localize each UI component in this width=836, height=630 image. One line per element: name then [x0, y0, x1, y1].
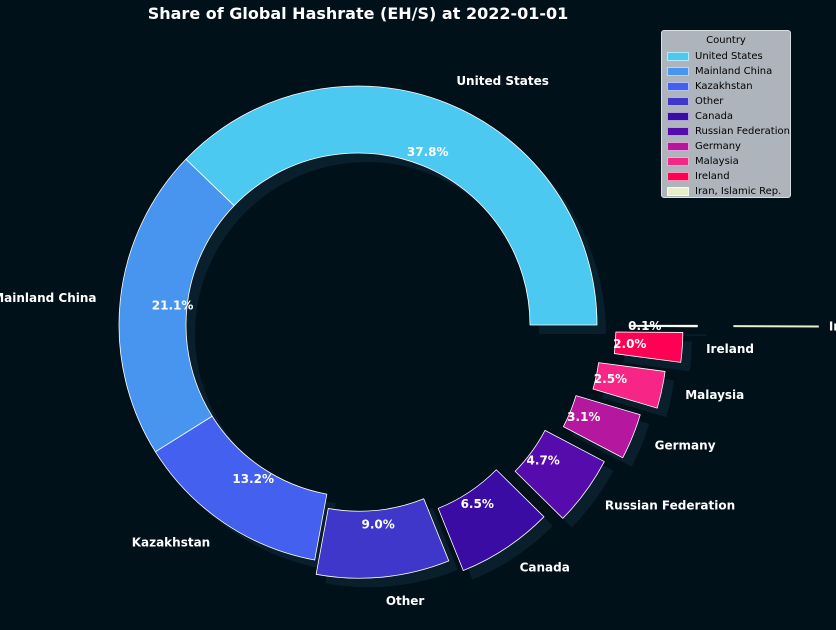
legend-item-malaysia: Malaysia	[667, 154, 785, 169]
legend-swatch-canada	[667, 112, 689, 121]
legend-items: United States Mainland China Kazakhstan Oth…	[667, 49, 790, 199]
legend-item-germany: Germany	[667, 139, 785, 154]
legend-swatch-ireland	[667, 172, 689, 181]
legend-label-united-states: United States	[695, 51, 763, 62]
pct-label-mainland-china: 21.1%	[152, 299, 194, 313]
category-label-kazakhstan: Kazakhstan	[132, 535, 211, 549]
legend-label-germany: Germany	[695, 141, 741, 152]
slice-malaysia	[592, 362, 666, 409]
legend-item-ireland: Ireland	[667, 169, 785, 184]
category-label-iran-islamic-rep: Iran, Islamic Rep.	[829, 319, 836, 333]
pct-label-iran-islamic-rep: 0.1%	[628, 319, 661, 333]
legend-swatch-other	[667, 97, 689, 106]
category-label-malaysia: Malaysia	[685, 388, 744, 402]
pct-label-germany: 3.1%	[567, 410, 600, 424]
category-label-canada: Canada	[520, 561, 570, 575]
legend-label-iran-islamic-rep: Iran, Islamic Rep.	[695, 186, 782, 197]
slices	[118, 85, 698, 579]
legend-label-malaysia: Malaysia	[695, 156, 739, 167]
slice-ireland	[613, 331, 684, 363]
pct-label-malaysia: 2.5%	[594, 372, 627, 386]
legend-item-iran-islamic-rep: Iran, Islamic Rep.	[667, 184, 785, 199]
legend-item-russian-federation: Russian Federation	[667, 124, 790, 139]
pct-label-ireland: 2.0%	[613, 337, 646, 351]
legend-swatch-malaysia	[667, 157, 689, 166]
slice-other	[315, 498, 450, 579]
slice-germany	[562, 395, 641, 459]
legend-item-kazakhstan: Kazakhstan	[667, 79, 785, 94]
pct-label-united-states: 37.8%	[407, 145, 449, 159]
legend-swatch-united-states	[667, 52, 689, 61]
category-label-other: Other	[386, 594, 425, 608]
pct-label-russian-federation: 4.7%	[527, 453, 560, 467]
legend-swatch-iran-islamic-rep	[667, 187, 689, 196]
slice-united-states	[185, 85, 598, 326]
chart-title: Share of Global Hashrate (EH/S) at 2022-…	[148, 4, 569, 23]
category-label-russian-federation: Russian Federation	[605, 499, 735, 513]
legend-label-kazakhstan: Kazakhstan	[695, 81, 753, 92]
category-label-united-states: United States	[456, 74, 549, 88]
legend-swatch-mainland-china	[667, 67, 689, 76]
legend-label-ireland: Ireland	[695, 171, 730, 182]
legend-label-russian-federation: Russian Federation	[695, 126, 790, 137]
pct-label-kazakhstan: 13.2%	[232, 472, 274, 486]
legend-label-mainland-china: Mainland China	[695, 66, 773, 77]
legend-swatch-germany	[667, 142, 689, 151]
legend-item-united-states: United States	[667, 49, 785, 64]
legend-item-mainland-china: Mainland China	[667, 64, 785, 79]
pct-label-other: 9.0%	[362, 518, 395, 532]
legend-item-other: Other	[667, 94, 785, 109]
category-label-ireland: Ireland	[706, 342, 754, 356]
category-label-germany: Germany	[655, 439, 716, 453]
slice-kazakhstan	[155, 415, 328, 561]
legend-label-canada: Canada	[695, 111, 734, 122]
legend-label-other: Other	[695, 96, 724, 107]
legend: Country United States Mainland China Kazak…	[661, 30, 791, 198]
legend-swatch-kazakhstan	[667, 82, 689, 91]
legend-item-canada: Canada	[667, 109, 785, 124]
labels: 37.8% United States 21.1% Mainland China 13.…	[0, 74, 836, 608]
legend-title: Country	[706, 35, 746, 46]
category-label-mainland-china: Mainland China	[0, 291, 97, 305]
slice-iran-islamic-rep	[629, 324, 698, 328]
legend-swatch-russian-federation	[667, 127, 689, 136]
pct-label-canada: 6.5%	[461, 497, 494, 511]
slice-russian-federation	[514, 430, 605, 519]
slice-canada	[437, 469, 545, 571]
